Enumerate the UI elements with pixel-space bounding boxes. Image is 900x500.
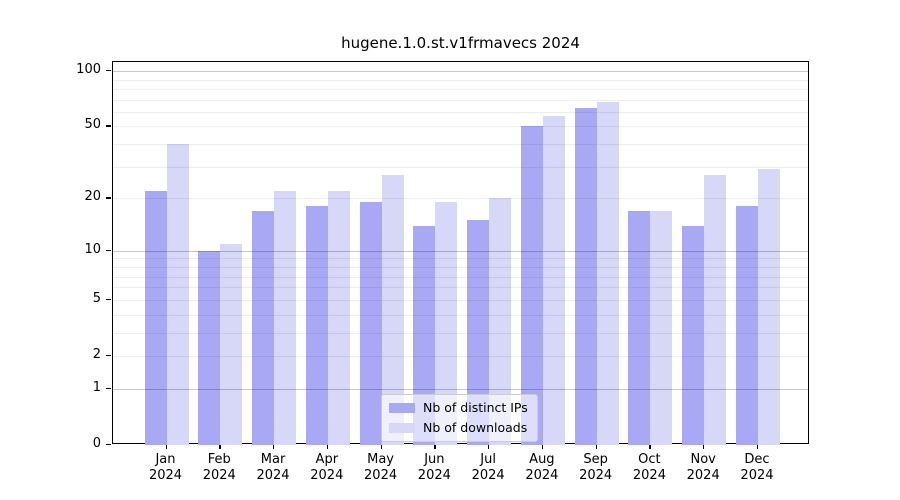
bar-may-downloads <box>381 175 404 445</box>
bar-oct-downloads <box>650 210 673 445</box>
legend-item-distinct-ips: Nb of distinct IPs <box>389 401 528 414</box>
x-tick-mark-jun <box>434 444 436 449</box>
bar-mar-distinct-ips <box>252 210 275 445</box>
y-tick-mark-100 <box>106 70 111 72</box>
gridline-100 <box>113 71 808 73</box>
gridline-6 <box>113 287 808 289</box>
x-tick-label-nov: Nov 2024 <box>686 452 720 483</box>
y-tick-mark-2 <box>106 354 111 357</box>
y-tick-mark-20 <box>106 197 111 199</box>
bar-jul-downloads <box>489 198 512 445</box>
gridline-20 <box>113 198 808 200</box>
y-tick-label-100: 100 <box>76 62 101 78</box>
bar-sep-downloads <box>596 101 619 445</box>
x-tick-label-sep: Sep 2024 <box>579 452 613 483</box>
bar-jan-downloads <box>166 144 189 445</box>
gridline-30 <box>113 166 808 168</box>
bar-sep-distinct-ips <box>574 108 597 445</box>
x-tick-label-oct: Oct 2024 <box>632 452 666 483</box>
bar-feb-distinct-ips <box>198 250 221 445</box>
x-tick-mark-jul <box>488 444 490 449</box>
gridline-3 <box>113 332 808 334</box>
y-tick-mark-10 <box>106 249 111 252</box>
legend: Nb of distinct IPs Nb of downloads <box>381 394 538 442</box>
legend-label-distinct-ips: Nb of distinct IPs <box>423 400 528 415</box>
bar-oct-distinct-ips <box>628 210 651 445</box>
y-tick-label-0: 0 <box>92 436 101 451</box>
y-tick-label-50: 50 <box>84 117 101 133</box>
x-tick-mark-apr <box>326 444 329 449</box>
bar-dec-downloads <box>757 169 780 445</box>
y-tick-mark-1 <box>106 387 111 390</box>
x-tick-label-may: May 2024 <box>364 452 398 483</box>
x-tick-mark-sep <box>595 444 597 449</box>
x-tick-mark-oct <box>649 444 651 449</box>
x-tick-mark-mar <box>273 444 275 449</box>
x-tick-label-jan: Jan 2024 <box>148 452 183 483</box>
bar-mar-downloads <box>274 190 297 445</box>
gridline-1 <box>113 388 808 390</box>
gridline-40 <box>113 144 808 146</box>
bar-dec-distinct-ips <box>735 206 758 445</box>
gridline-7 <box>113 276 808 278</box>
gridline-90 <box>113 79 808 81</box>
x-tick-label-apr: Apr 2024 <box>310 452 344 483</box>
bar-apr-downloads <box>327 190 350 445</box>
y-tick-label-10: 10 <box>84 241 101 257</box>
bar-jul-distinct-ips <box>467 220 490 445</box>
gridline-8 <box>113 266 808 268</box>
bar-nov-downloads <box>704 175 727 445</box>
bar-may-distinct-ips <box>359 202 382 445</box>
x-tick-mark-aug <box>541 444 544 449</box>
x-tick-mark-nov <box>703 444 705 449</box>
gridline-5 <box>113 299 808 301</box>
gridline-80 <box>113 88 808 90</box>
gridline-70 <box>113 99 808 101</box>
x-tick-label-jun: Jun 2024 <box>417 452 451 483</box>
x-tick-label-dec: Dec 2024 <box>740 452 774 483</box>
bar-feb-downloads <box>220 243 243 445</box>
y-tick-label-20: 20 <box>84 189 101 205</box>
x-tick-mark-dec <box>756 444 759 449</box>
bar-aug-distinct-ips <box>520 126 543 445</box>
y-tick-mark-0 <box>106 444 111 446</box>
gridline-10 <box>113 250 808 252</box>
x-tick-label-aug: Aug 2024 <box>525 452 559 483</box>
x-tick-label-jul: Jul 2024 <box>471 452 505 483</box>
y-tick-label-1: 1 <box>92 379 101 395</box>
gridline-2 <box>113 355 808 357</box>
gridline-60 <box>113 111 808 113</box>
x-tick-mark-feb <box>219 444 221 449</box>
bar-jun-distinct-ips <box>413 225 436 445</box>
plot-area <box>112 61 809 445</box>
x-tick-label-feb: Feb 2024 <box>202 452 236 483</box>
gridline-4 <box>113 314 808 316</box>
bar-nov-distinct-ips <box>682 225 705 445</box>
bar-jan-distinct-ips <box>144 190 167 445</box>
y-tick-label-2: 2 <box>92 346 101 362</box>
legend-item-downloads: Nb of downloads <box>389 421 528 434</box>
y-tick-mark-5 <box>106 298 111 301</box>
gridline-9 <box>113 258 808 260</box>
x-tick-mark-jan <box>165 444 167 449</box>
x-tick-mark-may <box>380 444 382 449</box>
x-tick-label-mar: Mar 2024 <box>256 452 290 483</box>
bar-apr-distinct-ips <box>305 206 328 445</box>
y-tick-mark-50 <box>106 125 111 127</box>
bar-jun-downloads <box>435 202 458 445</box>
legend-label-downloads: Nb of downloads <box>423 420 528 435</box>
bar-aug-downloads <box>542 116 565 445</box>
legend-swatch-distinct-ips <box>389 402 415 413</box>
y-tick-label-5: 5 <box>92 290 101 306</box>
legend-swatch-downloads <box>389 422 415 433</box>
chart-title: hugene.1.0.st.v1frmavecs 2024 <box>341 34 580 52</box>
gridline-50 <box>113 126 808 128</box>
